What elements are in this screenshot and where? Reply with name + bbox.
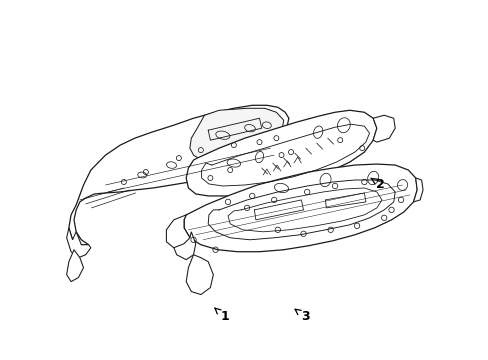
Polygon shape [186,255,213,294]
Text: 1: 1 [215,308,229,324]
Polygon shape [186,110,376,196]
Polygon shape [372,115,394,142]
Polygon shape [183,164,416,252]
Polygon shape [66,228,91,258]
Polygon shape [171,220,195,260]
Polygon shape [69,105,288,245]
Text: 2: 2 [370,178,385,191]
Polygon shape [166,215,189,248]
Polygon shape [189,108,283,163]
Polygon shape [66,250,83,282]
Polygon shape [413,178,422,202]
Text: 3: 3 [294,309,309,324]
